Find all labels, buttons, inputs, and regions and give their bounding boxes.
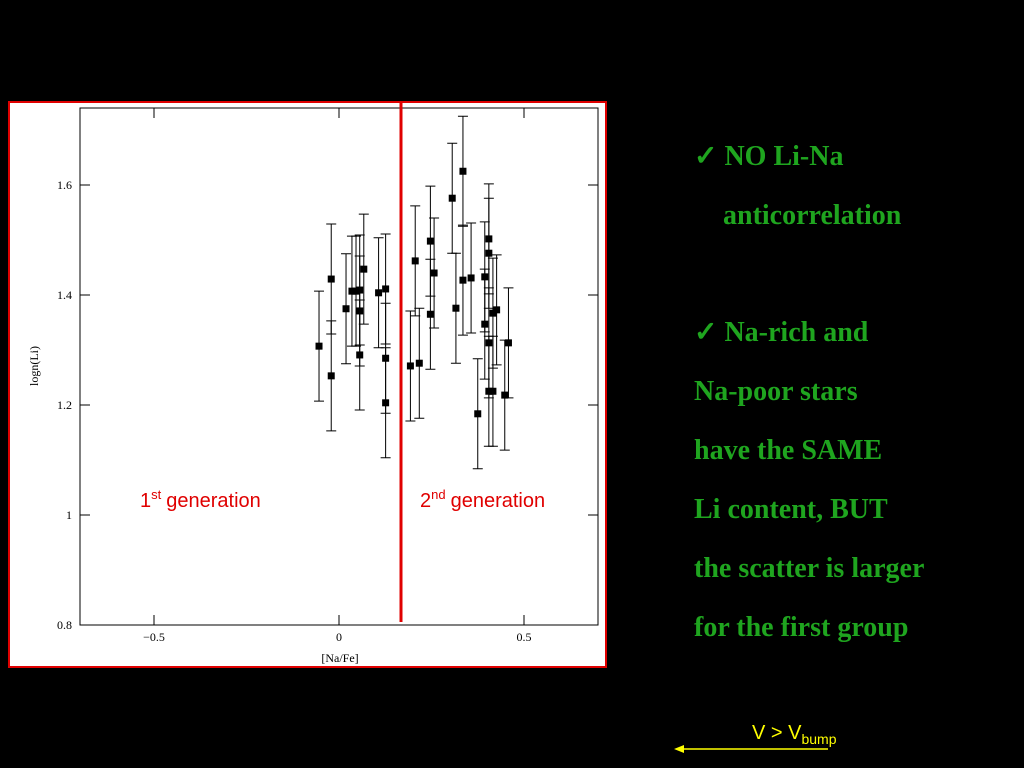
note-line: Na-poor stars xyxy=(694,376,858,407)
point xyxy=(382,399,390,407)
point xyxy=(485,387,493,395)
point xyxy=(382,285,390,293)
y-tick-label: 1.6 xyxy=(57,178,72,192)
note-line: for the first group xyxy=(694,612,908,643)
y-tick-label: 0.8 xyxy=(57,618,72,632)
point xyxy=(489,309,497,317)
x-tick-label: 0.5 xyxy=(517,630,532,644)
point xyxy=(481,320,489,328)
point xyxy=(493,306,501,314)
point xyxy=(474,410,482,418)
point xyxy=(342,305,350,313)
point xyxy=(448,194,456,202)
footer-sub: bump xyxy=(801,731,836,747)
point xyxy=(415,359,423,367)
annotation: 2nd generation xyxy=(420,487,545,512)
annotation-sup: st xyxy=(151,487,162,502)
point xyxy=(467,274,475,282)
point xyxy=(360,265,368,273)
annotation: 1st generation xyxy=(140,487,261,512)
annotation-text: generation xyxy=(451,490,546,512)
point xyxy=(489,387,497,395)
note-line: the scatter is larger xyxy=(694,553,924,584)
point xyxy=(406,362,414,370)
point xyxy=(426,310,434,318)
footer-label: V > Vbump xyxy=(752,722,837,747)
notes: ✓ NO Li-Na anticorrelation ✓ Na-rich and Na… xyxy=(694,141,924,643)
point xyxy=(315,342,323,350)
point xyxy=(459,276,467,284)
plot: −0.5 0 0.5 0.8 1 1.2 1.4 1.6 xyxy=(57,108,598,644)
annotation-sup: nd xyxy=(431,487,445,502)
point xyxy=(356,351,364,359)
point xyxy=(452,304,460,312)
point xyxy=(348,287,356,295)
point xyxy=(327,275,335,283)
point xyxy=(485,249,493,257)
annotation-number: 2 xyxy=(420,490,431,512)
x-tick-label: −0.5 xyxy=(143,630,165,644)
point xyxy=(426,237,434,245)
point xyxy=(430,269,438,277)
y-tick-label: 1.2 xyxy=(57,398,72,412)
footer-text: V > V xyxy=(752,722,802,744)
point xyxy=(327,372,335,380)
annotation-text: generation xyxy=(166,490,261,512)
point xyxy=(375,289,383,297)
arrow-head xyxy=(674,745,684,753)
y-axis-label: logn(Li) xyxy=(27,346,41,386)
annotation-number: 1 xyxy=(140,490,151,512)
x-tick-label: 0 xyxy=(336,630,342,644)
y-tick-label: 1 xyxy=(66,508,72,522)
note-line: Li content, BUT xyxy=(694,494,888,525)
y-tick-label: 1.4 xyxy=(57,288,72,302)
note-line: ✓ Na-rich and xyxy=(694,317,869,348)
note-line: have the SAME xyxy=(694,435,882,466)
point xyxy=(411,257,419,265)
note-line: ✓ NO Li-Na xyxy=(694,141,843,172)
note-line: anticorrelation xyxy=(723,200,902,231)
point xyxy=(459,167,467,175)
point xyxy=(352,287,360,295)
point xyxy=(504,339,512,347)
x-axis-label: [Na/Fe] xyxy=(321,651,358,665)
point xyxy=(501,391,509,399)
chart-frame xyxy=(8,101,607,668)
